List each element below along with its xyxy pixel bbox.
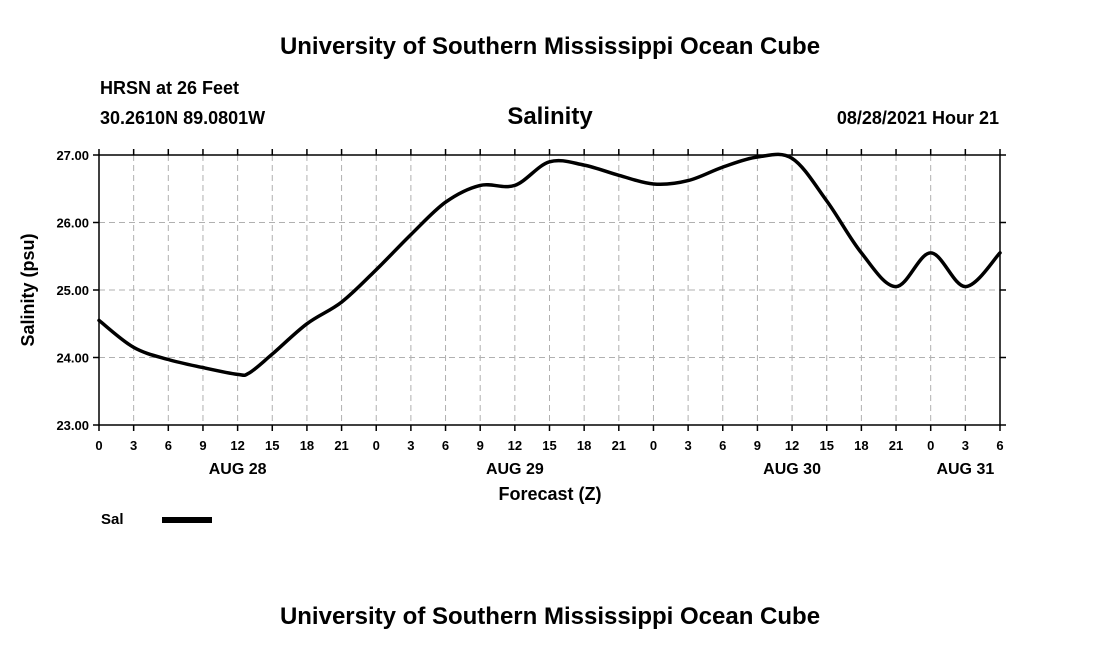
plot-frame	[98, 154, 1001, 426]
x-tick-labels: 0 3 6 9 12 15 18 21 0 3 6 9 12 15 18 21 0 3 6 9 12 15 18 21 0 3 6	[95, 438, 1003, 453]
x-tick-label: 15	[542, 438, 556, 453]
day-label: AUG 28	[209, 461, 267, 478]
variable-title: Salinity	[507, 103, 593, 130]
x-tick-label: 3	[407, 438, 414, 453]
chart-title-bottom: University of Southern Mississippi Ocean…	[280, 603, 820, 630]
x-tick-label: 21	[334, 438, 348, 453]
x-tick-label: 18	[577, 438, 591, 453]
x-tick-label: 18	[854, 438, 868, 453]
x-tick-label: 9	[199, 438, 206, 453]
x-tick-label: 6	[442, 438, 449, 453]
x-tick-label: 0	[95, 438, 102, 453]
y-tick-label: 23.00	[56, 418, 89, 433]
x-tick-label: 0	[927, 438, 934, 453]
y-tick-label: 27.00	[56, 148, 89, 163]
day-label: AUG 29	[486, 461, 544, 478]
axis-ticks	[93, 149, 1006, 431]
x-tick-label: 21	[612, 438, 626, 453]
y-tick-label: 26.00	[56, 216, 89, 231]
station-coords: 30.2610N 89.0801W	[100, 108, 265, 128]
day-labels: AUG 28 AUG 29 AUG 30 AUG 31	[209, 461, 995, 478]
station-label: HRSN at 26 Feet	[100, 78, 239, 98]
x-tick-label: 15	[265, 438, 279, 453]
chart-title-top: University of Southern Mississippi Ocean…	[280, 33, 820, 60]
x-tick-label: 9	[477, 438, 484, 453]
x-tick-label: 21	[889, 438, 903, 453]
x-tick-label: 12	[230, 438, 244, 453]
x-tick-label: 9	[754, 438, 761, 453]
x-tick-label: 18	[300, 438, 314, 453]
x-tick-label: 0	[650, 438, 657, 453]
x-tick-label: 6	[719, 438, 726, 453]
legend-label: Sal	[101, 511, 124, 528]
forecast-datetime: 08/28/2021 Hour 21	[837, 108, 999, 128]
x-tick-label: 0	[373, 438, 380, 453]
x-tick-label: 6	[165, 438, 172, 453]
x-tick-label: 15	[819, 438, 833, 453]
x-tick-label: 6	[996, 438, 1003, 453]
x-tick-label: 12	[785, 438, 799, 453]
y-tick-label: 25.00	[56, 283, 89, 298]
x-tick-label: 3	[962, 438, 969, 453]
y-tick-label: 24.00	[56, 351, 89, 366]
series-line-sal	[97, 152, 1002, 378]
y-tick-labels: 23.00 24.00 25.00 26.00 27.00	[56, 148, 89, 433]
x-tick-label: 3	[684, 438, 691, 453]
x-tick-label: 3	[130, 438, 137, 453]
day-label: AUG 31	[936, 461, 994, 478]
x-tick-label: 12	[508, 438, 522, 453]
grid-lines	[99, 155, 1000, 425]
day-label: AUG 30	[763, 461, 821, 478]
y-axis-label: Salinity (psu)	[18, 233, 38, 346]
x-axis-label: Forecast (Z)	[498, 484, 601, 504]
